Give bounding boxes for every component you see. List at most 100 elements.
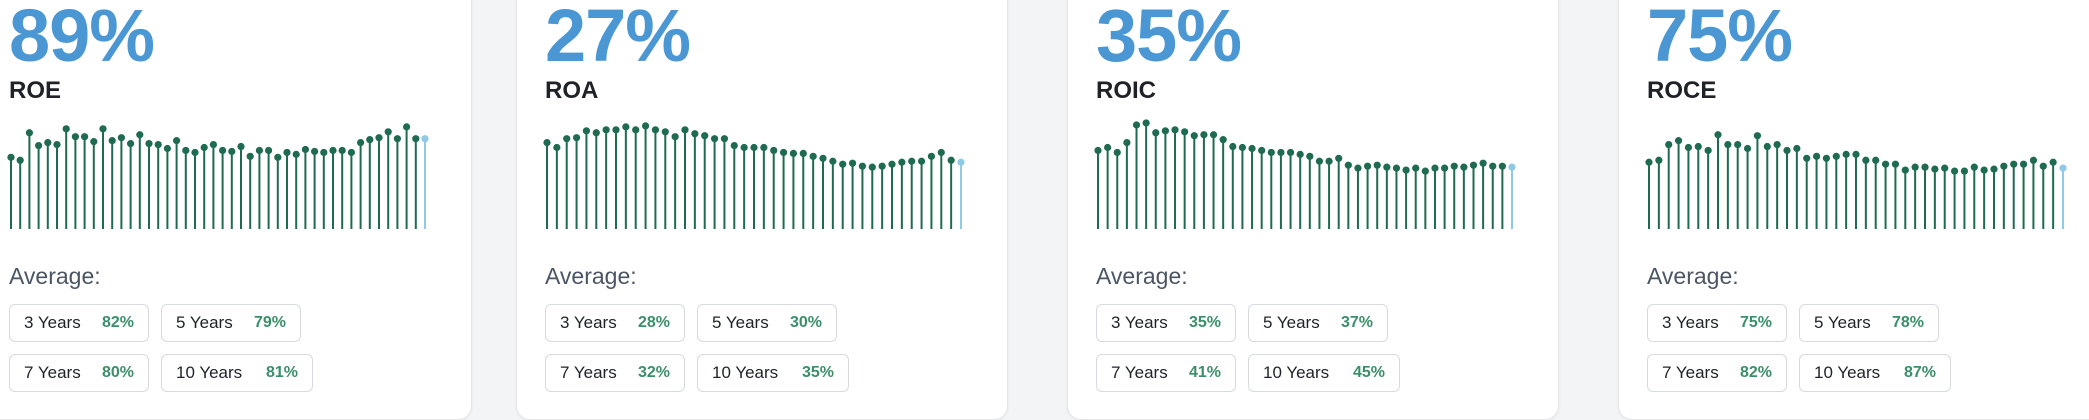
spark-point — [1970, 163, 1978, 171]
spark-point — [632, 126, 640, 134]
spark-point — [2010, 160, 2018, 168]
spark-point — [1469, 161, 1478, 169]
sparkline-chart — [7, 123, 429, 229]
spark-point — [592, 129, 600, 137]
spark-point — [1238, 143, 1247, 152]
spark-point — [770, 146, 778, 155]
spark-point — [200, 143, 208, 152]
spark-point — [1980, 166, 1988, 174]
spark-point — [1753, 132, 1762, 140]
spark-point — [1941, 164, 1949, 172]
pill-value: 82% — [101, 314, 134, 331]
average-pill-10-years[interactable]: 10 Years 81% — [161, 354, 313, 392]
spark-point — [338, 146, 346, 155]
pill-period: 7 Years — [24, 363, 81, 382]
spark-point — [412, 135, 420, 143]
spark-point — [1277, 148, 1285, 157]
spark-point — [701, 132, 709, 140]
average-pill-7-years[interactable]: 7 Years 32% — [545, 354, 685, 392]
average-pill-3-years[interactable]: 3 Years 75% — [1647, 304, 1787, 342]
average-pill-5-years[interactable]: 5 Years 78% — [1799, 304, 1939, 342]
average-label: Average: — [1096, 263, 1188, 289]
spark-point — [1161, 127, 1169, 135]
spark-point — [888, 160, 896, 168]
spark-point — [81, 133, 89, 141]
average-pill-5-years[interactable]: 5 Years 37% — [1248, 304, 1388, 342]
spark-point — [957, 158, 965, 166]
metric-label: ROA — [545, 77, 599, 104]
spark-point — [1891, 160, 1900, 168]
average-pill-10-years[interactable]: 10 Years 35% — [697, 354, 849, 392]
spark-point — [582, 127, 591, 135]
pill-value: 32% — [637, 364, 670, 381]
pill-value: 81% — [265, 364, 298, 381]
metric-value: 75% — [1647, 0, 1793, 77]
spark-point — [292, 150, 300, 158]
spark-point — [1460, 163, 1468, 171]
spark-point — [572, 134, 581, 142]
pill-period: 3 Years — [560, 313, 617, 332]
spark-point — [228, 147, 236, 156]
spark-point — [2029, 156, 2038, 164]
average-pill-3-years[interactable]: 3 Years 28% — [545, 304, 685, 342]
spark-point — [62, 125, 70, 133]
average-label: Average: — [1647, 263, 1739, 289]
average-pill-3-years[interactable]: 3 Years 82% — [9, 304, 149, 342]
spark-point — [347, 148, 355, 157]
spark-point — [1104, 143, 1112, 152]
pill-period: 10 Years — [176, 363, 243, 382]
average-pill-3-years[interactable]: 3 Years 35% — [1096, 304, 1236, 342]
spark-point — [1441, 164, 1449, 172]
metric-value: 35% — [1096, 0, 1242, 77]
pill-value: 35% — [801, 364, 834, 381]
spark-point — [117, 134, 125, 142]
spark-point — [1714, 131, 1722, 139]
metric-value: 89% — [9, 0, 155, 77]
spark-point — [1832, 152, 1840, 160]
spark-point — [2019, 160, 2028, 168]
spark-point — [1094, 146, 1102, 155]
pill-value: 45% — [1352, 364, 1385, 381]
spark-point — [1822, 154, 1831, 162]
average-pill-7-years[interactable]: 7 Years 82% — [1647, 354, 1787, 392]
spark-point — [1489, 162, 1497, 170]
spark-point — [99, 125, 107, 133]
spark-point — [154, 140, 162, 149]
spark-point — [839, 160, 847, 168]
pill-period: 5 Years — [1263, 313, 1320, 332]
spark-point — [1113, 148, 1121, 157]
spark-point — [44, 139, 52, 147]
spark-point — [760, 143, 768, 152]
pill-period: 10 Years — [1814, 363, 1881, 382]
spark-point — [809, 152, 817, 160]
spark-point — [641, 122, 650, 130]
metric-label: ROIC — [1096, 77, 1156, 104]
metric-label: ROCE — [1647, 77, 1717, 104]
pill-value: 80% — [101, 364, 134, 381]
average-pill-10-years[interactable]: 10 Years 87% — [1799, 354, 1951, 392]
spark-point — [1363, 162, 1372, 170]
spark-point — [1508, 163, 1516, 171]
pill-period: 7 Years — [560, 363, 617, 382]
average-label: Average: — [545, 263, 637, 289]
spark-point — [71, 133, 79, 141]
spark-point — [799, 149, 807, 157]
spark-point — [789, 149, 798, 157]
average-pill-5-years[interactable]: 5 Years 30% — [697, 304, 837, 342]
pill-period: 7 Years — [1662, 363, 1719, 382]
spark-point — [1498, 162, 1506, 170]
average-pill-7-years[interactable]: 7 Years 80% — [9, 354, 149, 392]
spark-point — [403, 123, 411, 131]
spark-point — [283, 148, 291, 157]
spark-point — [1286, 148, 1295, 157]
spark-point — [1344, 161, 1352, 169]
spark-point — [1881, 160, 1890, 168]
spark-point — [1142, 119, 1150, 127]
spark-point — [1354, 164, 1362, 172]
spark-point — [2000, 162, 2008, 170]
average-pill-10-years[interactable]: 10 Years 45% — [1248, 354, 1400, 392]
average-pill-5-years[interactable]: 5 Years 79% — [161, 304, 301, 342]
spark-point — [1373, 161, 1381, 169]
average-pill-7-years[interactable]: 7 Years 41% — [1096, 354, 1236, 392]
spark-point — [1990, 165, 1998, 173]
